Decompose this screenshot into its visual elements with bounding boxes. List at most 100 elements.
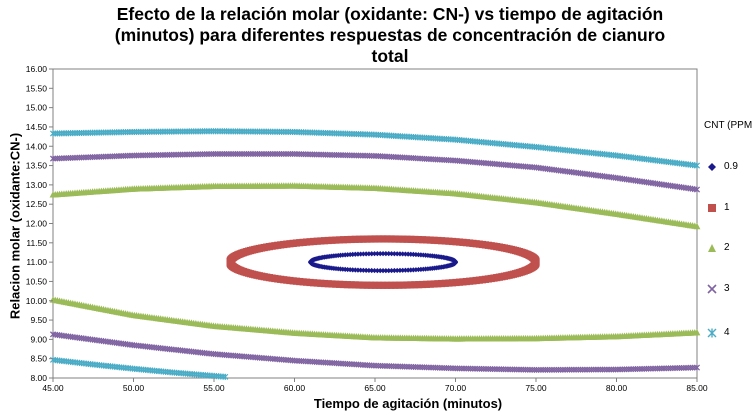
data-point-series-0.9 <box>391 267 397 274</box>
data-point-series-3-lower <box>693 364 701 371</box>
data-point-series-1 <box>375 281 383 289</box>
legend-label: 0.9 <box>724 161 738 172</box>
y-tick-label: 10.00 <box>26 296 48 306</box>
data-point-series-0.9 <box>345 266 351 273</box>
data-point-series-1 <box>387 235 395 243</box>
data-point-series-0.9 <box>374 251 380 257</box>
data-point-series-1 <box>441 237 449 245</box>
data-point-series-1 <box>419 236 427 244</box>
data-point-series-3-upper <box>269 150 276 158</box>
data-point-series-3-upper <box>232 150 239 158</box>
data-point-series-0.9 <box>374 267 380 274</box>
data-point-series-2-lower <box>693 329 701 336</box>
y-tick-label: 12.00 <box>26 219 48 229</box>
y-tick-label: 13.00 <box>26 180 48 190</box>
x-tick-label: 60.00 <box>284 383 306 393</box>
data-point-series-0.9 <box>350 267 356 273</box>
data-point-series-0.9 <box>405 251 411 257</box>
data-point-series-1 <box>399 281 407 289</box>
y-tick-label: 14.50 <box>26 122 48 132</box>
data-point-series-3-upper <box>287 150 294 158</box>
data-point-series-1 <box>403 281 411 289</box>
data-point-series-0.9 <box>363 251 369 257</box>
data-point-series-1 <box>399 235 407 243</box>
y-tick-label: 9.00 <box>30 334 47 344</box>
y-tick-label: 15.50 <box>26 83 48 93</box>
data-point-series-3-upper <box>278 150 285 158</box>
series-4 <box>49 128 701 380</box>
data-point-series-1 <box>422 236 431 244</box>
data-point-series-0.9 <box>394 267 400 274</box>
data-point-series-1 <box>415 235 423 244</box>
x-tick-label: 80.00 <box>606 383 628 393</box>
data-point-series-1 <box>437 237 446 245</box>
data-point-series-1 <box>430 280 438 288</box>
data-point-series-1 <box>426 236 434 244</box>
data-point-series-3-upper <box>267 150 274 158</box>
data-point-series-0.9 <box>360 267 366 273</box>
data-point-series-0.9 <box>380 268 386 274</box>
data-point-series-1 <box>313 279 321 287</box>
data-point-series-3-upper <box>265 150 272 158</box>
data-point-series-3-upper <box>223 150 230 158</box>
chart-title: Efecto de la relación molar (oxidante: C… <box>60 4 720 67</box>
data-point-series-3-upper <box>221 150 228 158</box>
data-point-series-0.9 <box>380 251 386 257</box>
data-point-series-0.9 <box>400 267 406 273</box>
data-point-series-3-lower <box>691 364 698 371</box>
data-point-series-1 <box>532 259 540 267</box>
axis-layer: 8.00 8.50 9.00 9.50 10.00 10.50 11.00 11.50 12.0… <box>26 64 708 393</box>
chart-title-line-2: (minutos) para diferentes respuestas de … <box>114 25 666 45</box>
data-point-series-3-upper <box>256 150 263 158</box>
legend-item-4: 4 <box>707 326 730 340</box>
data-point-series-0.9 <box>377 268 383 274</box>
data-point-series-3-upper <box>693 186 701 193</box>
series-2 <box>49 182 701 342</box>
series-layer <box>49 128 701 380</box>
x-tick-label: 55.00 <box>203 383 225 393</box>
data-point-series-0.9 <box>394 251 400 257</box>
data-point-series-1 <box>434 236 442 245</box>
data-point-series-0.9 <box>371 251 378 257</box>
data-point-series-0.9 <box>413 251 419 258</box>
legend-label: 1 <box>724 202 730 213</box>
data-point-series-3-upper <box>247 150 254 158</box>
data-point-series-1 <box>359 235 367 243</box>
data-point-series-3-upper <box>280 150 287 158</box>
data-point-series-0.9 <box>383 251 389 257</box>
y-tick-label: 15.00 <box>26 103 48 113</box>
legend-marker-diamond <box>708 163 716 171</box>
data-point-series-1 <box>430 236 438 244</box>
data-point-series-1 <box>355 235 363 243</box>
legend-label: 4 <box>724 327 730 338</box>
data-point-series-1 <box>320 237 329 245</box>
data-point-series-1 <box>339 280 348 289</box>
data-point-series-1 <box>347 281 355 289</box>
x-tick-label: 70.00 <box>445 383 467 393</box>
data-point-series-1 <box>419 280 427 289</box>
data-point-series-1 <box>426 280 434 288</box>
data-point-series-1 <box>407 235 415 243</box>
data-point-series-1 <box>395 281 403 289</box>
data-point-series-0.9 <box>386 267 392 274</box>
data-point-series-1 <box>343 235 351 244</box>
x-tick-label: 50.00 <box>123 383 145 393</box>
series-0.9 <box>308 251 459 274</box>
data-point-series-3-upper <box>219 150 226 158</box>
data-point-series-1 <box>375 235 383 243</box>
y-tick-label: 10.50 <box>26 276 48 286</box>
x-axis-label: Tiempo de agitación (minutos) <box>313 396 503 411</box>
data-point-series-0.9 <box>397 251 403 257</box>
data-point-series-0.9 <box>371 267 378 274</box>
data-point-series-0.9 <box>377 251 383 257</box>
data-point-series-1 <box>379 235 387 243</box>
data-point-series-0.9 <box>369 267 375 274</box>
data-point-series-1 <box>355 281 363 289</box>
data-point-series-0.9 <box>386 251 392 257</box>
data-point-series-0.9 <box>391 251 397 257</box>
y-tick-label: 11.00 <box>26 257 47 267</box>
data-point-series-3-upper <box>249 150 257 158</box>
data-point-series-3-upper <box>241 150 248 158</box>
data-point-series-3-upper <box>254 150 261 158</box>
